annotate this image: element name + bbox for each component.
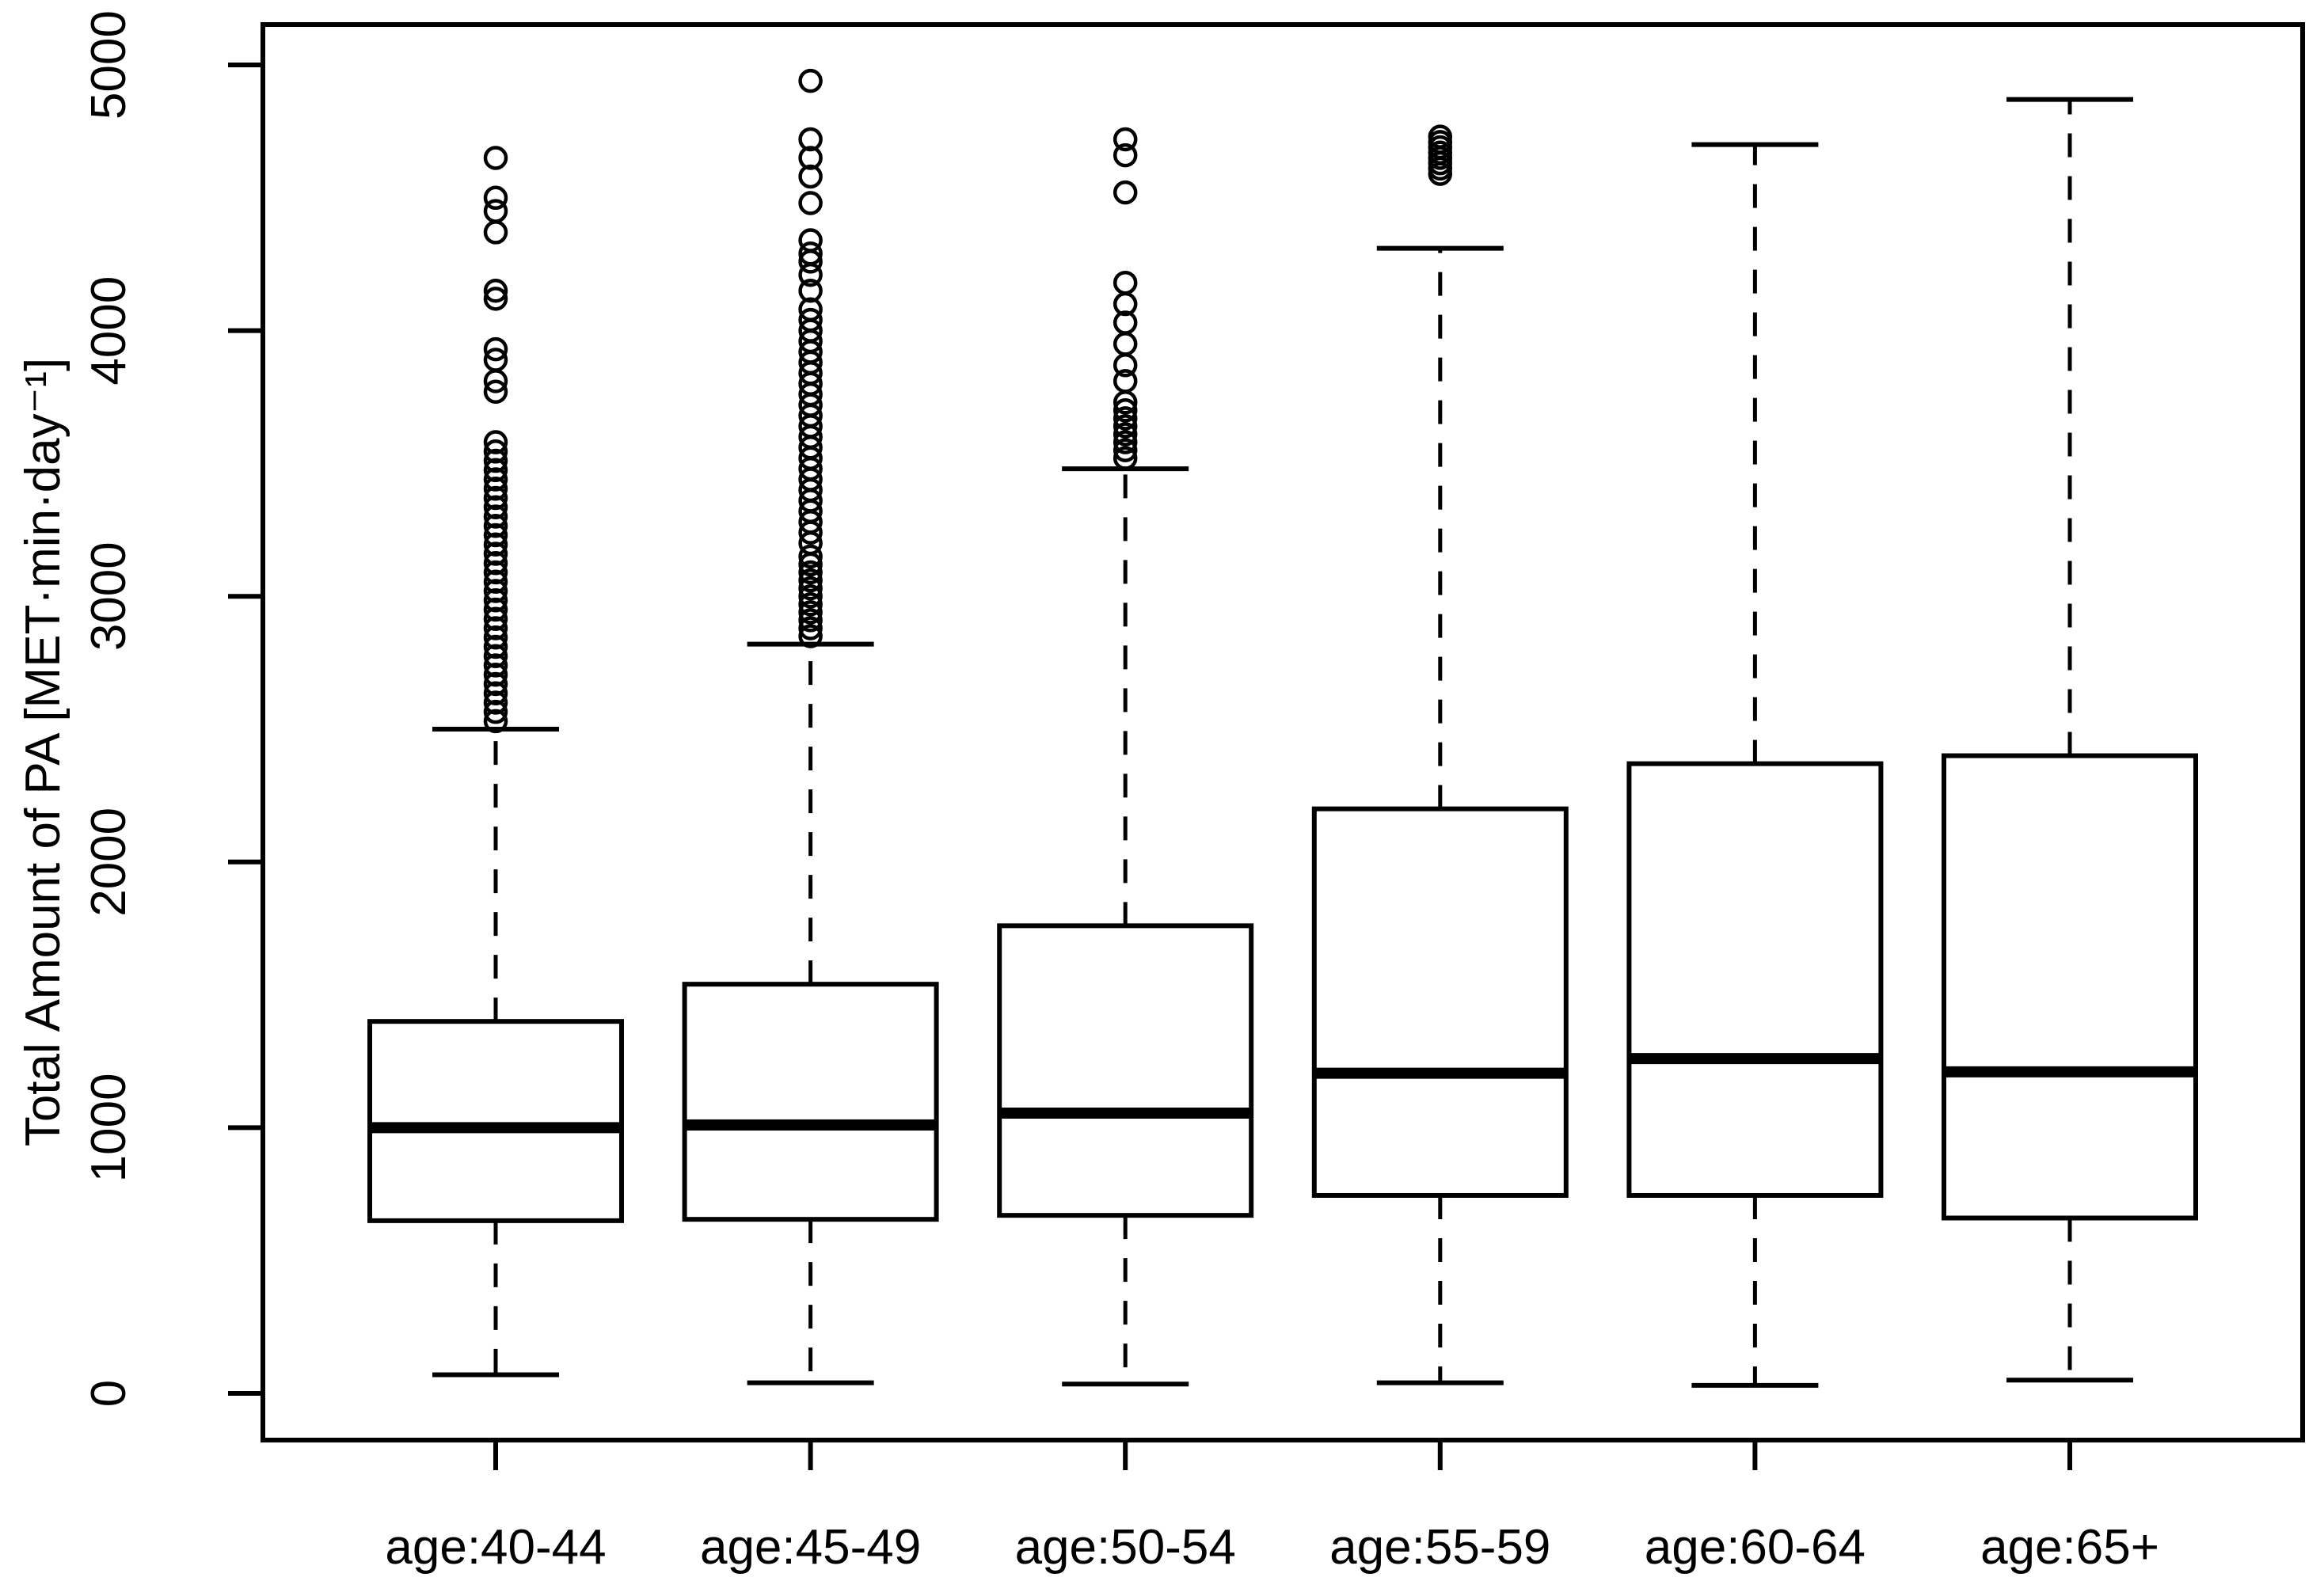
outlier-point — [483, 587, 508, 613]
outlier-point — [483, 671, 508, 697]
outlier-point — [483, 485, 508, 511]
outlier-point — [483, 597, 508, 622]
outlier-point — [483, 146, 508, 170]
outlier-point — [483, 287, 508, 311]
outlier-point — [1113, 143, 1138, 168]
outlier-point — [798, 608, 823, 633]
outlier-point — [483, 625, 508, 650]
outlier-point — [483, 477, 508, 501]
outlier-point — [483, 606, 508, 631]
outlier-point — [798, 228, 823, 253]
outlier-point — [483, 709, 508, 734]
iqr-box — [367, 1019, 624, 1223]
outlier-point — [1113, 398, 1138, 423]
outlier-point — [798, 592, 823, 617]
outlier-point — [483, 569, 508, 594]
outlier-point — [798, 68, 823, 93]
outlier-point — [483, 551, 508, 576]
iqr-box — [1942, 753, 2198, 1221]
y-axis-title: Total Amount of PA [MET·min·day⁻¹] — [16, 358, 70, 1146]
outlier-point — [483, 467, 508, 492]
y-tick-label: 5000 — [82, 10, 136, 120]
outlier-point — [483, 185, 508, 211]
outlier-point — [1428, 124, 1453, 149]
outlier-point — [483, 279, 508, 303]
outlier-point — [483, 579, 508, 603]
x-tick-label: age:40-44 — [385, 1520, 606, 1575]
outlier-point — [1113, 180, 1138, 205]
outlier-point — [483, 681, 508, 705]
outlier-point — [483, 199, 508, 223]
outlier-point — [1113, 127, 1138, 152]
x-tick-label: age:55-59 — [1329, 1520, 1550, 1575]
outlier-point — [483, 690, 508, 715]
outlier-point — [483, 348, 508, 372]
outlier-point — [483, 644, 508, 668]
outlier-point — [483, 448, 508, 473]
outlier-point — [483, 504, 508, 529]
outlier-point — [1113, 406, 1138, 431]
outlier-point — [483, 336, 508, 362]
outlier-point — [798, 544, 823, 569]
outlier-point — [1113, 270, 1138, 295]
outlier-point — [798, 600, 823, 625]
iqr-box — [682, 982, 939, 1222]
outlier-point — [1113, 310, 1138, 335]
outlier-point — [798, 576, 823, 601]
outlier-point — [483, 379, 508, 405]
outlier-point — [798, 191, 823, 215]
iqr-box — [997, 923, 1254, 1218]
y-tick-label: 0 — [82, 1380, 136, 1407]
outlier-point — [1113, 422, 1138, 447]
outlier-point — [483, 495, 508, 520]
outlier-point — [483, 514, 508, 538]
outlier-point — [483, 458, 508, 483]
outlier-point — [798, 560, 823, 585]
outlier-point — [1113, 414, 1138, 439]
outlier-point — [798, 616, 823, 640]
plot-frame — [261, 22, 2305, 1442]
y-tick-label: 3000 — [82, 542, 136, 651]
x-tick-label: age:65+ — [1980, 1520, 2159, 1575]
outlier-point — [483, 560, 508, 585]
outlier-point — [483, 439, 508, 464]
y-tick-label: 1000 — [82, 1073, 136, 1182]
outlier-point — [798, 307, 823, 333]
outlier-point — [483, 634, 508, 659]
outlier-point — [1113, 446, 1138, 470]
outlier-point — [798, 241, 823, 266]
outlier-point — [798, 624, 823, 648]
outlier-point — [483, 430, 508, 454]
y-tick-label: 2000 — [82, 808, 136, 917]
x-tick-label: age:50-54 — [1015, 1520, 1236, 1575]
outlier-point — [798, 297, 823, 322]
outlier-point — [1113, 369, 1138, 393]
x-tick-label: age:45-49 — [700, 1520, 921, 1575]
outlier-point — [483, 662, 508, 687]
outlier-point — [798, 279, 823, 303]
outlier-point — [483, 616, 508, 640]
outlier-point — [483, 653, 508, 678]
outlier-point — [1113, 430, 1138, 454]
outlier-point — [483, 542, 508, 566]
outlier-point — [798, 164, 823, 189]
outlier-point — [798, 583, 823, 609]
outlier-point — [798, 146, 823, 170]
outlier-point — [483, 699, 508, 724]
outlier-point — [1113, 438, 1138, 462]
outlier-point — [483, 523, 508, 548]
iqr-box — [1311, 806, 1569, 1198]
iqr-box — [1626, 761, 1884, 1198]
outlier-point — [798, 568, 823, 593]
outlier-point — [483, 532, 508, 557]
x-tick-label: age:60-64 — [1645, 1520, 1866, 1575]
outlier-point — [798, 127, 823, 152]
y-tick-label: 4000 — [82, 276, 136, 386]
